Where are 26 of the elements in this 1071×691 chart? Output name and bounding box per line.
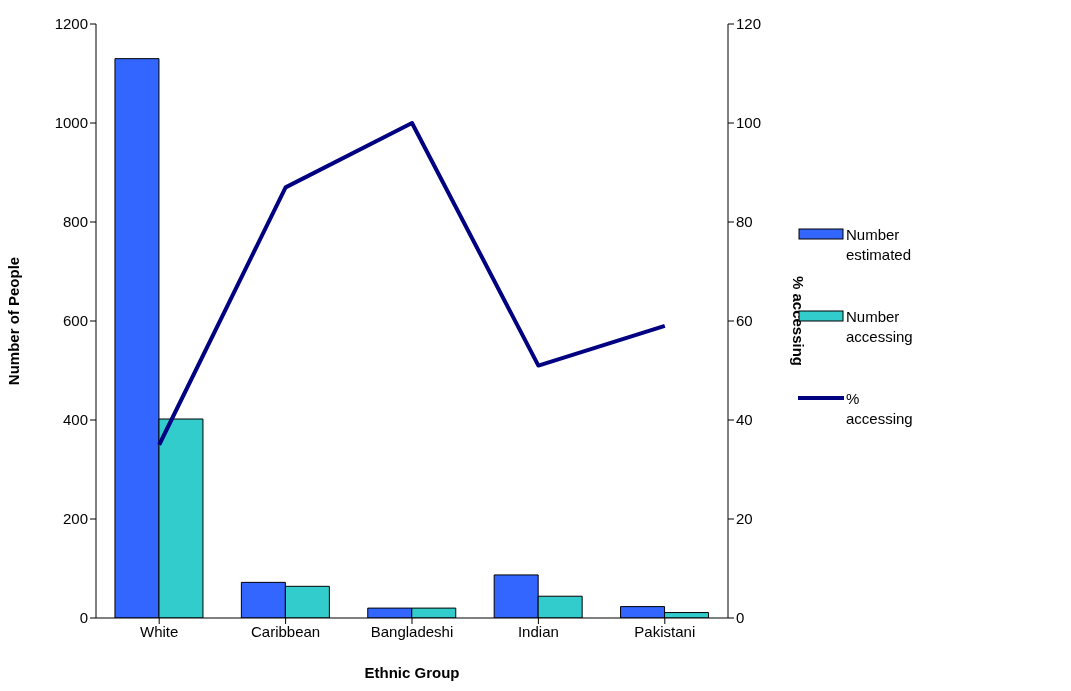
x-tick-label: Caribbean xyxy=(250,622,321,640)
y2-tick-label: 80 xyxy=(736,213,753,231)
legend-label: Number accessing xyxy=(846,307,914,347)
x-tick-label: Bangladeshi xyxy=(370,622,454,640)
y-tick-label: 1000 xyxy=(54,114,88,132)
y-tick-label: 0 xyxy=(79,609,88,627)
y2-tick-label: 120 xyxy=(736,15,762,33)
y2-tick-label: 40 xyxy=(736,411,753,429)
y-tick-label: 200 xyxy=(62,510,88,528)
line-series xyxy=(157,121,667,447)
y2-tick-label: 20 xyxy=(736,510,753,528)
x-axis-title: Ethnic Group xyxy=(364,664,460,681)
y2-tick-label: 60 xyxy=(736,312,753,330)
y-tick-label: 1200 xyxy=(54,15,88,33)
y2-axis-title: % accessing xyxy=(789,275,807,367)
y-tick-label: 600 xyxy=(62,312,88,330)
x-tick-label: Pakistani xyxy=(634,622,696,640)
y-tick-label: 800 xyxy=(62,213,88,231)
y2-tick-label: 0 xyxy=(736,609,745,627)
x-tick-label: White xyxy=(140,622,179,640)
y2-tick-label: 100 xyxy=(736,114,762,132)
legend-label: Number estimated xyxy=(846,225,913,265)
x-tick-label: Indian xyxy=(517,622,559,640)
legend-label: % accessing xyxy=(846,389,914,429)
y-axis-title: Number of People xyxy=(5,256,23,386)
y-tick-label: 400 xyxy=(62,411,88,429)
